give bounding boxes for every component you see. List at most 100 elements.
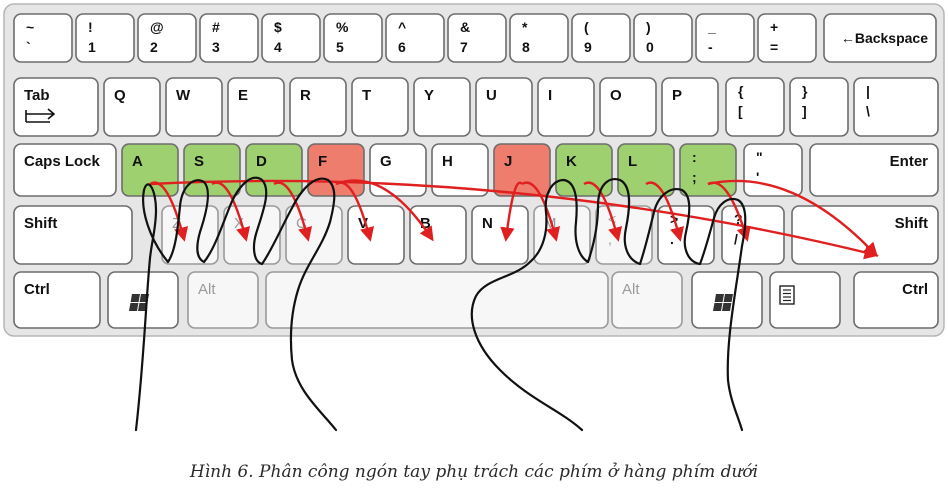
key-a[interactable]: A — [121, 143, 179, 197]
key-f[interactable]: F — [307, 143, 365, 197]
key-legend-upper: + — [770, 19, 778, 35]
key-cap — [475, 77, 533, 137]
key-cap — [289, 77, 347, 137]
key-legend-upper: $ — [274, 19, 282, 35]
key-cap — [599, 77, 657, 137]
key-legend-upper: ( — [584, 19, 589, 35]
key-5[interactable]: %5 — [323, 13, 383, 63]
key-3[interactable]: #3 — [199, 13, 259, 63]
key-cap — [537, 77, 595, 137]
key-row-top: Tab Q W E R T Y U I O P {[}]|\ — [13, 77, 939, 137]
key-legend: Z — [172, 215, 181, 232]
key-symbol[interactable]: += — [757, 13, 817, 63]
key-key[interactable] — [265, 271, 609, 329]
key-d[interactable]: D — [245, 143, 303, 197]
key-cap — [307, 143, 365, 197]
key-l[interactable]: L — [617, 143, 675, 197]
key-legend-upper: _ — [707, 19, 716, 35]
key-shift[interactable]: Shift — [791, 205, 939, 265]
key-2[interactable]: @2 — [137, 13, 197, 63]
finger-arrow-f-to-b — [335, 179, 434, 242]
key-b[interactable]: B — [409, 205, 467, 265]
key-e[interactable]: E — [227, 77, 285, 137]
key-q[interactable]: Q — [103, 77, 161, 137]
windows-logo-icon — [713, 294, 733, 311]
key-cap — [611, 271, 683, 329]
key-alt[interactable]: Alt — [187, 271, 259, 329]
key-legend: T — [362, 87, 371, 104]
key-cap — [471, 205, 529, 265]
key-n[interactable]: N — [471, 205, 529, 265]
key-symbol[interactable]: :; — [679, 143, 737, 197]
key-symbol[interactable]: ~` — [13, 13, 73, 63]
key-w[interactable]: W — [165, 77, 223, 137]
key-8[interactable]: *8 — [509, 13, 569, 63]
key-cap — [369, 143, 427, 197]
key-windows-logo-icon[interactable] — [107, 271, 179, 329]
key-u[interactable]: U — [475, 77, 533, 137]
key-symbol[interactable]: ?/ — [721, 205, 785, 265]
key-menu-key-icon[interactable] — [769, 271, 841, 329]
key-legend: Alt — [622, 281, 640, 298]
key-cap — [137, 13, 197, 63]
key-x[interactable]: X — [223, 205, 281, 265]
key-caps-lock[interactable]: Caps Lock — [13, 143, 117, 197]
key-y[interactable]: Y — [413, 77, 471, 137]
key-r[interactable]: R — [289, 77, 347, 137]
key-alt[interactable]: Alt — [611, 271, 683, 329]
key-legend: Ctrl — [902, 281, 928, 298]
key-s[interactable]: S — [183, 143, 241, 197]
key-cap — [265, 271, 609, 329]
key-legend-lower: ' — [756, 169, 759, 185]
key-c[interactable]: C — [285, 205, 343, 265]
finger-arrow-j-to-m — [521, 181, 561, 242]
finger-arrow-s-to-x — [211, 181, 251, 242]
key-h[interactable]: H — [431, 143, 489, 197]
key-cap — [187, 271, 259, 329]
key-backspace[interactable]: ←Backspace — [823, 13, 937, 63]
key-k[interactable]: K — [555, 143, 613, 197]
key-legend-upper: * — [522, 19, 528, 35]
key-legend: C — [296, 215, 307, 232]
key-legend-lower: . — [670, 231, 674, 247]
key-legend-upper: ^ — [398, 19, 406, 35]
key-i[interactable]: I — [537, 77, 595, 137]
key-ctrl[interactable]: Ctrl — [853, 271, 939, 329]
key-cap — [351, 77, 409, 137]
key-legend-lower: = — [770, 39, 778, 55]
key-row-space: Ctrl Alt Alt Ctrl — [13, 271, 939, 329]
key-legend: Caps Lock — [24, 153, 101, 170]
key-legend: S — [194, 153, 204, 170]
key-windows-logo-icon[interactable] — [691, 271, 763, 329]
key-ctrl[interactable]: Ctrl — [13, 271, 101, 329]
key-7[interactable]: &7 — [447, 13, 507, 63]
key-6[interactable]: ^6 — [385, 13, 445, 63]
key-legend-lower: 2 — [150, 39, 158, 55]
key-symbol[interactable]: _- — [695, 13, 755, 63]
key-tab[interactable]: Tab — [13, 77, 99, 137]
key-cap — [743, 143, 803, 197]
key-shift[interactable]: Shift — [13, 205, 133, 265]
key-t[interactable]: T — [351, 77, 409, 137]
finger-arrow-j-to-n — [500, 181, 523, 242]
key-cap — [13, 205, 133, 265]
key-j[interactable]: J — [493, 143, 551, 197]
key-g[interactable]: G — [369, 143, 427, 197]
key-1[interactable]: !1 — [75, 13, 135, 63]
key-legend-upper: ~ — [26, 19, 34, 35]
key-v[interactable]: V — [347, 205, 405, 265]
key-symbol[interactable]: }] — [789, 77, 849, 137]
key-legend-lower: 6 — [398, 39, 406, 55]
key-o[interactable]: O — [599, 77, 657, 137]
key-symbol[interactable]: "' — [743, 143, 803, 197]
key-symbol[interactable]: {[ — [725, 77, 785, 137]
key-legend: E — [238, 87, 248, 104]
key-enter[interactable]: Enter — [809, 143, 939, 197]
key-0[interactable]: )0 — [633, 13, 693, 63]
key-p[interactable]: P — [661, 77, 719, 137]
key-cap — [245, 143, 303, 197]
key-9[interactable]: (9 — [571, 13, 631, 63]
key-4[interactable]: $4 — [261, 13, 321, 63]
key-cap — [285, 205, 343, 265]
key-symbol[interactable]: |\ — [853, 77, 939, 137]
